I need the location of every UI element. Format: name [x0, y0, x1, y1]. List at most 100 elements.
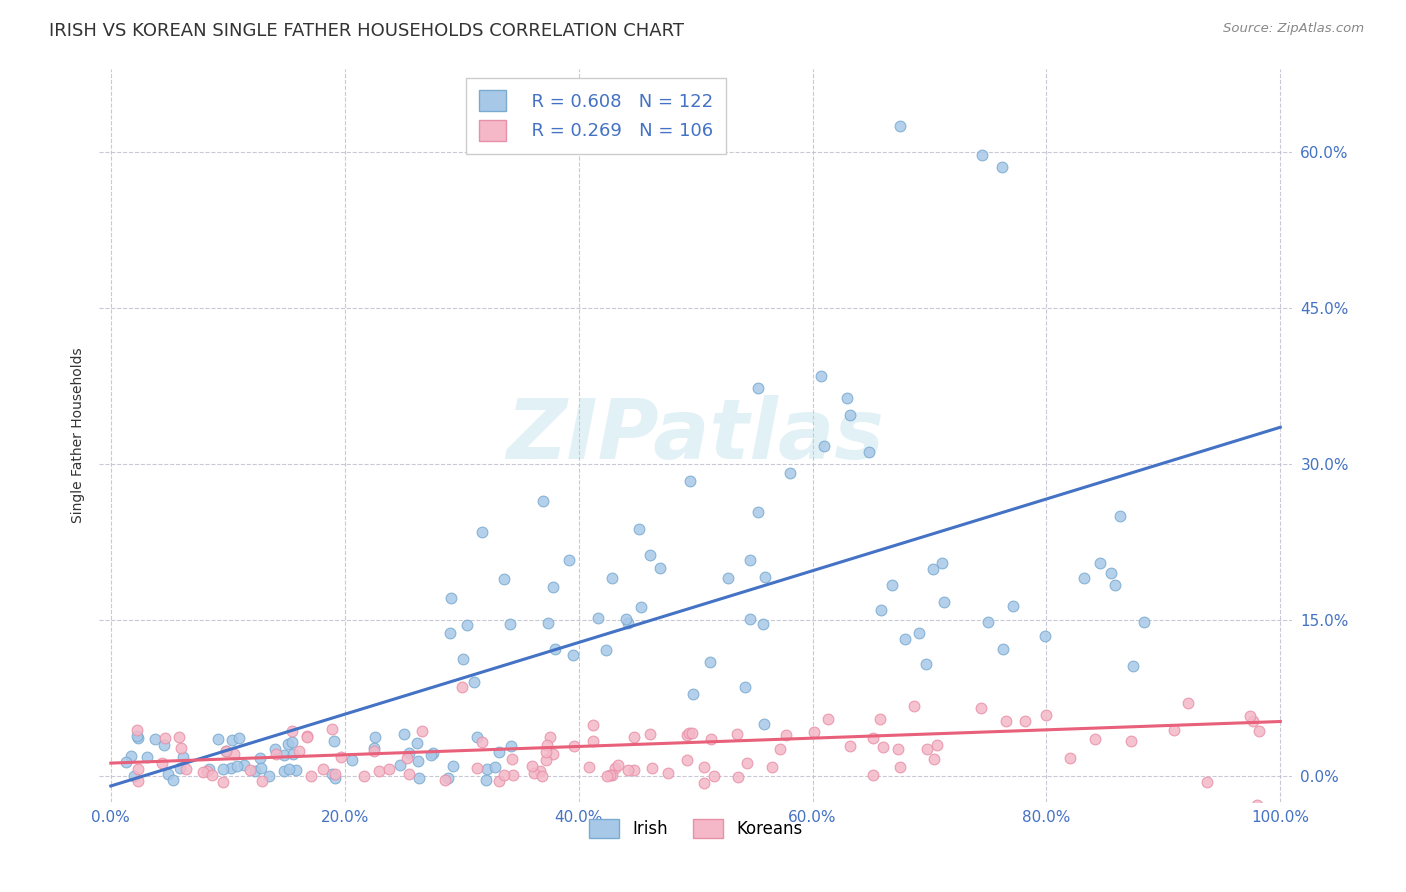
- Point: [198, 762, 221, 776]
- Point: [752, 716, 775, 731]
- Point: [125, 723, 148, 737]
- Point: [740, 612, 762, 626]
- Point: [321, 767, 343, 781]
- Point: [838, 408, 860, 422]
- Point: [927, 738, 949, 752]
- Point: [657, 766, 679, 780]
- Point: [727, 770, 749, 784]
- Point: [453, 652, 475, 666]
- Point: [734, 680, 756, 694]
- Point: [693, 760, 716, 774]
- Point: [595, 643, 617, 657]
- Point: [207, 732, 229, 747]
- Point: [436, 772, 458, 786]
- Point: [1246, 797, 1268, 812]
- Point: [277, 737, 299, 751]
- Point: [994, 714, 1017, 728]
- Point: [976, 615, 998, 630]
- Point: [562, 648, 585, 663]
- Point: [398, 767, 420, 781]
- Point: [837, 392, 859, 406]
- Point: [894, 632, 917, 647]
- Point: [162, 773, 184, 788]
- Point: [398, 746, 420, 760]
- Point: [903, 699, 925, 714]
- Point: [363, 730, 385, 744]
- Point: [169, 761, 191, 775]
- Point: [1247, 724, 1270, 739]
- Point: [167, 730, 190, 744]
- Point: [264, 747, 287, 761]
- Point: [224, 747, 246, 761]
- Point: [422, 746, 444, 760]
- Point: [678, 725, 700, 739]
- Point: [682, 687, 704, 701]
- Point: [249, 751, 271, 765]
- Point: [471, 524, 494, 539]
- Point: [323, 771, 346, 785]
- Point: [1073, 571, 1095, 585]
- Point: [676, 754, 699, 768]
- Point: [125, 730, 148, 744]
- Point: [813, 439, 835, 453]
- Point: [769, 741, 792, 756]
- Point: [127, 773, 149, 788]
- Point: [257, 769, 280, 783]
- Point: [1088, 557, 1111, 571]
- Point: [717, 571, 740, 585]
- Point: [488, 745, 510, 759]
- Point: [250, 773, 273, 788]
- Point: [908, 626, 931, 640]
- Point: [1108, 508, 1130, 523]
- Point: [233, 758, 256, 772]
- Point: [614, 612, 637, 626]
- Point: [176, 762, 198, 776]
- Point: [862, 731, 884, 745]
- Point: [124, 768, 146, 782]
- Point: [297, 729, 319, 743]
- Point: [1035, 708, 1057, 723]
- Point: [501, 752, 523, 766]
- Point: [747, 380, 769, 394]
- Point: [1239, 709, 1261, 723]
- Point: [810, 368, 832, 383]
- Point: [991, 642, 1014, 657]
- Point: [887, 742, 910, 756]
- Point: [725, 727, 748, 741]
- Point: [603, 761, 626, 775]
- Point: [1099, 566, 1122, 580]
- Point: [215, 744, 238, 758]
- Text: ZIPatlas: ZIPatlas: [506, 394, 884, 475]
- Point: [602, 571, 624, 585]
- Point: [531, 769, 554, 783]
- Point: [523, 766, 546, 780]
- Point: [143, 731, 166, 746]
- Point: [323, 733, 346, 747]
- Point: [273, 748, 295, 763]
- Point: [195, 764, 218, 778]
- Point: [1002, 599, 1025, 614]
- Point: [803, 725, 825, 739]
- Point: [870, 603, 893, 617]
- Point: [170, 741, 193, 756]
- Point: [263, 741, 285, 756]
- Point: [114, 755, 136, 769]
- Point: [465, 761, 488, 775]
- Text: IRISH VS KOREAN SINGLE FATHER HOUSEHOLDS CORRELATION CHART: IRISH VS KOREAN SINGLE FATHER HOUSEHOLDS…: [49, 22, 685, 40]
- Point: [456, 618, 478, 632]
- Point: [406, 754, 429, 768]
- Point: [1104, 577, 1126, 591]
- Point: [153, 731, 176, 746]
- Point: [465, 730, 488, 744]
- Point: [1119, 733, 1142, 747]
- Point: [441, 759, 464, 773]
- Point: [1197, 774, 1219, 789]
- Point: [607, 758, 630, 772]
- Point: [273, 764, 295, 778]
- Point: [1133, 615, 1156, 630]
- Point: [212, 775, 235, 789]
- Point: [862, 768, 884, 782]
- Point: [150, 756, 173, 771]
- Point: [494, 572, 516, 586]
- Point: [135, 750, 157, 764]
